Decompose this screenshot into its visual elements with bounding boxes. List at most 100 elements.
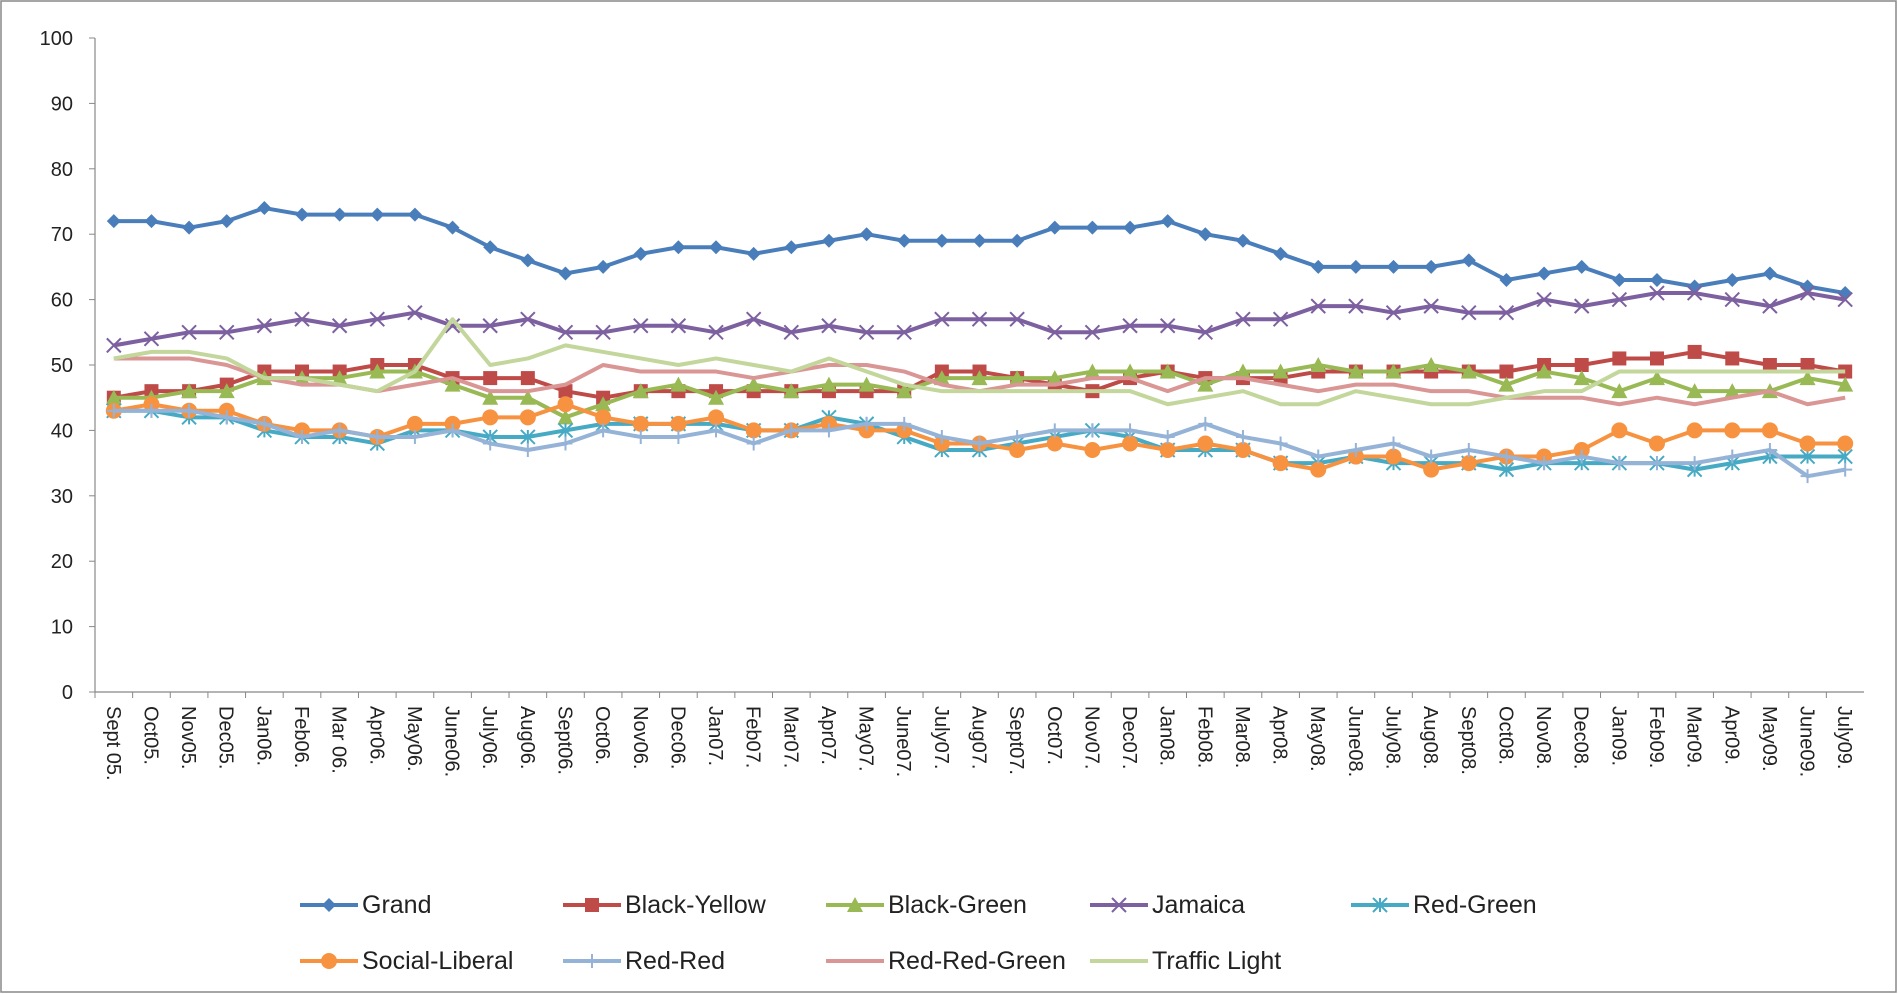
marker [257,416,272,431]
marker [1725,272,1740,287]
marker [897,233,912,248]
marker [821,318,837,334]
marker [1234,363,1251,379]
marker [1799,370,1816,386]
marker [1385,304,1402,321]
marker [444,376,461,392]
marker [1611,422,1628,439]
marker [1272,363,1289,379]
marker [1386,436,1401,451]
x-tick-label: Mar 06. [328,706,350,774]
x-tick-label: Feb08. [1193,706,1215,768]
legend-label: Traffic Light [1152,947,1281,975]
marker [1197,376,1214,392]
marker [971,311,988,327]
marker [1385,363,1402,379]
marker [482,389,499,405]
x-tick-label: Oct08. [1494,706,1516,765]
marker [256,318,273,334]
marker [847,897,863,912]
marker [369,311,385,327]
marker [1085,423,1100,438]
marker [332,423,347,438]
y-tick-label: 10 [51,617,73,639]
x-tick-label: Nov05. [177,706,199,769]
marker [219,410,234,425]
marker [1537,266,1552,281]
marker [1649,351,1664,366]
marker [784,240,799,255]
marker [295,429,310,444]
marker [1762,266,1777,281]
x-tick-label: Sept06. [553,706,575,775]
x-tick-label: Oct06. [591,706,613,765]
x-tick-label: July06. [478,706,500,769]
marker [1348,259,1363,274]
marker [596,259,611,274]
marker [1799,285,1816,301]
marker [585,954,599,968]
marker [1800,469,1815,484]
marker [671,240,686,255]
marker [934,233,949,248]
marker [820,376,837,392]
marker [558,384,573,399]
marker [1611,291,1628,308]
marker [632,383,649,399]
marker [106,214,121,229]
marker [1047,324,1063,341]
marker [1837,448,1853,465]
x-tick-label: Sept08. [1457,706,1479,775]
marker [859,416,874,431]
marker [1498,304,1515,321]
marker [370,429,385,444]
marker [858,324,875,341]
marker [934,311,950,327]
marker [897,416,912,431]
marker [1273,246,1288,261]
x-tick-label: Jan06. [252,706,274,766]
marker [1010,233,1025,248]
x-tick-label: Apr06. [365,706,387,765]
x-tick-label: Mar08. [1231,706,1253,768]
marker [1234,442,1251,459]
x-tick-label: Jan09. [1607,706,1629,766]
marker [181,324,197,341]
marker [331,370,348,386]
marker [1009,442,1026,459]
marker [558,436,573,451]
marker [1800,358,1815,372]
marker [1310,461,1327,478]
marker [671,429,686,444]
marker [1197,324,1214,341]
y-tick-label: 60 [51,290,73,312]
marker [1385,448,1402,465]
y-tick-label: 90 [51,93,73,115]
marker [1762,358,1777,372]
marker [1574,298,1590,314]
marker [1311,449,1326,464]
legend-label: Grand [362,891,431,919]
marker [972,233,987,248]
marker [557,396,574,413]
marker [1649,456,1664,471]
x-tick-label: Dec05. [215,706,237,769]
marker [1762,298,1778,314]
marker [1838,462,1853,477]
marker [1724,422,1741,439]
marker [482,318,498,334]
marker [557,324,574,341]
marker [1536,363,1553,379]
marker [896,383,913,399]
marker [709,423,724,438]
marker [1123,423,1138,438]
marker [1424,449,1439,464]
marker [708,389,725,405]
series [113,317,1846,407]
marker [1837,291,1853,308]
marker [520,311,536,327]
marker [1122,318,1138,334]
marker [709,240,724,255]
